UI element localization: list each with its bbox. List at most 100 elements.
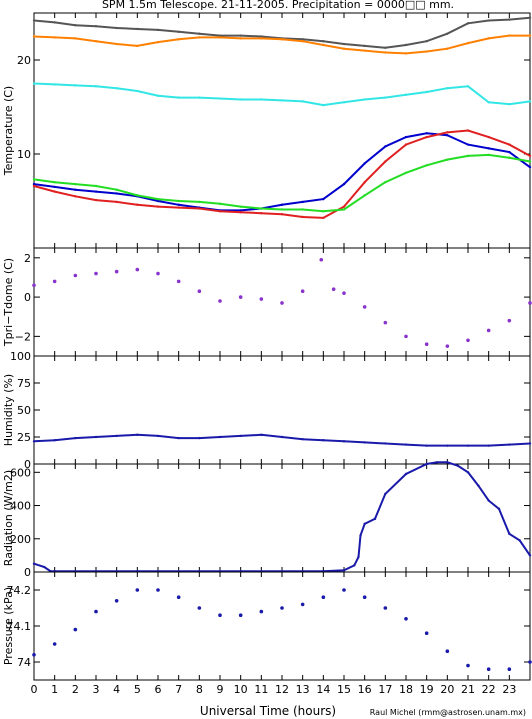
data-point (32, 562, 36, 565)
data-point (218, 210, 222, 213)
data-point (177, 199, 180, 203)
data-point (260, 207, 263, 210)
data-point (53, 185, 56, 189)
data-point (404, 93, 408, 96)
data-point (136, 194, 139, 197)
data-point (404, 617, 408, 621)
data-point (518, 539, 521, 542)
panel-temperature: 10 20 Temperature (C) (2, 12, 532, 249)
data-point (156, 199, 160, 203)
data-point (114, 269, 119, 274)
data-point (198, 32, 201, 35)
panel-frame (33, 12, 531, 249)
data-point (177, 96, 180, 99)
data-point (446, 444, 449, 447)
data-point (74, 84, 77, 87)
data-point (477, 484, 480, 487)
data-point (280, 99, 284, 102)
data-point (322, 197, 325, 201)
data-point (528, 154, 532, 158)
data-point (32, 182, 36, 186)
data-point (32, 184, 36, 188)
data-point (508, 156, 511, 159)
data-point (404, 443, 408, 446)
data-point (363, 194, 366, 197)
data-point (74, 195, 77, 198)
data-point (487, 153, 490, 157)
data-point (342, 42, 346, 46)
data-point (424, 342, 429, 347)
data-point (353, 564, 356, 567)
data-point (528, 34, 532, 37)
data-point (53, 439, 56, 442)
x-tick-label: 9 (217, 683, 224, 696)
data-point (94, 184, 98, 188)
data-point (466, 154, 470, 158)
data-point (342, 205, 346, 208)
x-tick-label: 22 (482, 683, 496, 696)
data-point (404, 43, 408, 47)
data-point (94, 85, 98, 88)
x-tick-label: 21 (461, 683, 475, 696)
data-point (425, 164, 428, 167)
data-point (508, 18, 511, 21)
data-point (280, 38, 284, 41)
data-point (528, 554, 532, 557)
data-point (94, 609, 98, 614)
data-point (239, 205, 242, 208)
data-point (446, 47, 449, 50)
data-point (218, 435, 222, 439)
data-point (135, 588, 140, 592)
data-point (94, 198, 98, 202)
data-point (466, 22, 470, 25)
y-tick-label: 74 (17, 656, 31, 669)
data-point (425, 132, 428, 135)
data-point (280, 301, 284, 305)
y-tick-label: 0 (24, 291, 31, 304)
x-tick-label: 13 (296, 683, 310, 696)
data-point (466, 471, 470, 474)
data-point (115, 200, 118, 204)
data-point (115, 434, 118, 438)
data-point (136, 27, 139, 31)
data-point (301, 100, 304, 103)
data-point (363, 162, 366, 165)
panel-tpri: −2 0 2 Tpri−Tdome (C) (2, 247, 532, 357)
data-point (357, 555, 360, 559)
data-point (528, 16, 532, 19)
data-point (94, 435, 98, 439)
data-point (424, 631, 429, 635)
data-point (342, 101, 346, 104)
y-tick-label: 10 (17, 148, 31, 161)
data-point (383, 320, 388, 325)
data-point (239, 98, 242, 101)
data-point (342, 208, 346, 211)
data-point (507, 667, 512, 671)
data-point (466, 41, 470, 45)
data-point (446, 131, 449, 134)
data-point (528, 100, 532, 103)
data-point (384, 145, 387, 148)
data-point (198, 96, 201, 99)
data-point (508, 102, 511, 106)
data-point (218, 613, 222, 617)
data-point (507, 318, 512, 323)
y-axis-label: Temperature (C) (2, 86, 15, 176)
data-point (198, 200, 201, 204)
data-point (136, 89, 139, 93)
data-point (466, 338, 470, 343)
data-point (508, 443, 511, 446)
data-point (497, 507, 501, 511)
data-point (198, 207, 201, 210)
y-tick-label: 0 (24, 458, 31, 471)
x-tick-label: 18 (399, 683, 413, 696)
data-point (239, 34, 242, 37)
data-point (218, 97, 222, 100)
panel-frame (33, 355, 531, 465)
data-point (74, 188, 77, 191)
data-point (176, 279, 181, 284)
data-point (198, 36, 201, 39)
x-tick-label: 6 (155, 683, 162, 696)
data-point (218, 36, 222, 39)
